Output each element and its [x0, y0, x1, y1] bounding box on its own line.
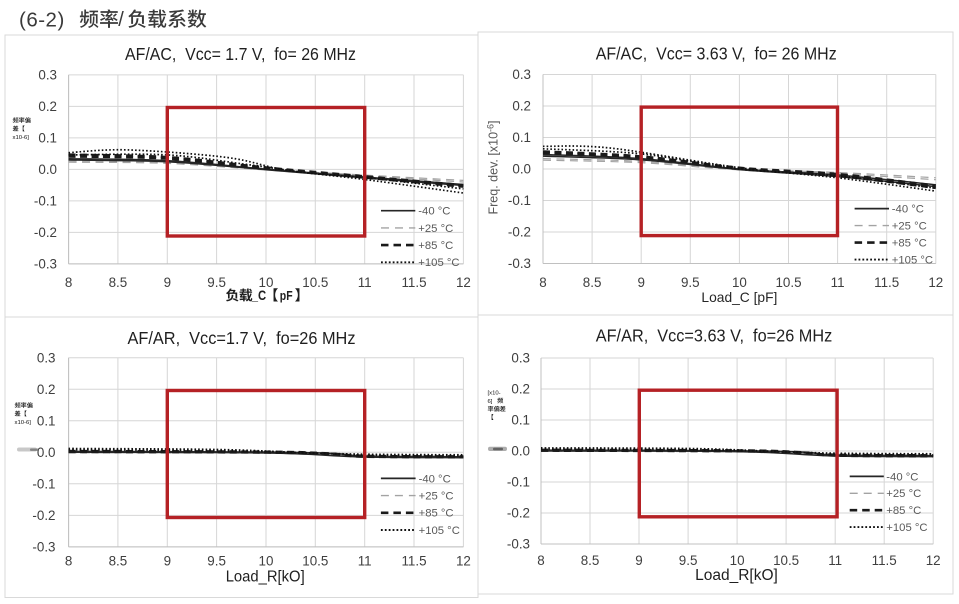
svg-text:-0.2: -0.2	[34, 225, 57, 240]
svg-text:-40 °C: -40 °C	[886, 471, 918, 483]
svg-text:-0.1: -0.1	[507, 475, 530, 490]
svg-text:+85 °C: +85 °C	[419, 508, 454, 520]
svg-text:-0.2: -0.2	[507, 506, 530, 521]
svg-text:0.0: 0.0	[511, 444, 530, 459]
svg-text:9.5: 9.5	[207, 275, 226, 290]
svg-text:x10-6]: x10-6]	[13, 135, 30, 141]
svg-text:0.3: 0.3	[38, 68, 57, 83]
svg-text:6]: 6]	[488, 399, 493, 405]
svg-text:-40 °C: -40 °C	[419, 473, 451, 485]
svg-text:11: 11	[358, 275, 372, 290]
svg-text:8: 8	[539, 275, 546, 290]
svg-text:-0.2: -0.2	[508, 225, 531, 240]
svg-text:10: 10	[732, 275, 747, 290]
svg-text:8.5: 8.5	[109, 275, 128, 290]
svg-text:-0.3: -0.3	[507, 537, 530, 552]
svg-text:0.1: 0.1	[37, 414, 56, 429]
svg-text:0.0: 0.0	[38, 162, 57, 177]
svg-text:-0.1: -0.1	[32, 477, 55, 492]
svg-text:+85 °C: +85 °C	[418, 240, 453, 252]
svg-text:9.5: 9.5	[207, 554, 226, 569]
svg-text:/: /	[118, 9, 124, 31]
svg-text:Load_C [pF]: Load_C [pF]	[701, 290, 777, 305]
svg-text:+25 °C: +25 °C	[892, 221, 927, 233]
svg-text:+85 °C: +85 °C	[892, 238, 927, 250]
svg-text:+105 °C: +105 °C	[886, 522, 927, 534]
svg-text:8.5: 8.5	[581, 553, 600, 568]
svg-text:10: 10	[259, 554, 274, 569]
svg-text:+85 °C: +85 °C	[886, 505, 921, 517]
svg-text:(6-2): (6-2)	[19, 8, 65, 31]
svg-text:+105 °C: +105 °C	[418, 257, 459, 269]
svg-text:Freq. dev. [x10-6]: Freq. dev. [x10-6]	[486, 121, 501, 215]
svg-text:AF/AR, Vcc=1.7 V, fo=26 MHz: AF/AR, Vcc=1.7 V, fo=26 MHz	[128, 328, 356, 348]
svg-text:10.5: 10.5	[302, 554, 328, 569]
svg-text:-0.3: -0.3	[508, 256, 531, 271]
svg-text:0.0: 0.0	[37, 445, 56, 460]
svg-text:0.3: 0.3	[37, 350, 56, 365]
svg-text:11.5: 11.5	[401, 275, 426, 290]
svg-text:0.0: 0.0	[512, 162, 531, 177]
svg-text:9.5: 9.5	[681, 275, 700, 290]
svg-text:9: 9	[164, 554, 171, 569]
svg-text:10: 10	[259, 275, 274, 290]
svg-text:8: 8	[65, 275, 72, 290]
svg-text:10.5: 10.5	[773, 553, 799, 568]
svg-text:-0.1: -0.1	[508, 193, 531, 208]
svg-text:-0.3: -0.3	[34, 257, 57, 272]
svg-text:AF/AC, Vcc= 1.7 V, fo= 26 MH: AF/AC, Vcc= 1.7 V, fo= 26 MHz	[125, 44, 356, 64]
svg-text:11: 11	[828, 553, 842, 568]
svg-text:12: 12	[456, 275, 471, 290]
svg-text:9: 9	[635, 553, 642, 568]
svg-text:12: 12	[456, 554, 471, 569]
svg-text:11.5: 11.5	[874, 275, 899, 290]
svg-text:+25 °C: +25 °C	[886, 488, 921, 500]
svg-text:0.3: 0.3	[511, 351, 530, 366]
svg-text:+105 °C: +105 °C	[892, 255, 933, 267]
svg-text:8.5: 8.5	[109, 554, 128, 569]
svg-text:8: 8	[65, 554, 72, 569]
svg-text:0.2: 0.2	[38, 99, 57, 114]
svg-text:[x10-: [x10-	[488, 391, 501, 397]
svg-text:0.2: 0.2	[512, 99, 531, 114]
svg-text:-0.2: -0.2	[32, 508, 55, 523]
svg-text:0.1: 0.1	[511, 413, 530, 428]
svg-text:+105 °C: +105 °C	[419, 525, 460, 537]
svg-text:+25 °C: +25 °C	[419, 491, 454, 503]
svg-text:AF/AR, Vcc=3.63 V, fo=26 MHz: AF/AR, Vcc=3.63 V, fo=26 MHz	[596, 326, 833, 346]
svg-text:11: 11	[358, 554, 372, 569]
svg-text:10.5: 10.5	[302, 275, 328, 290]
svg-text:8.5: 8.5	[583, 275, 602, 290]
svg-text:x10-6]: x10-6]	[15, 420, 32, 426]
svg-text:11: 11	[831, 275, 845, 290]
svg-text:AF/AC, Vcc= 3.63 V, fo= 26 M: AF/AC, Vcc= 3.63 V, fo= 26 MHz	[596, 44, 837, 64]
svg-text:11.5: 11.5	[401, 554, 426, 569]
svg-text:0.2: 0.2	[37, 382, 56, 397]
svg-text:11.5: 11.5	[872, 553, 897, 568]
svg-text:12: 12	[926, 553, 941, 568]
svg-text:10: 10	[730, 553, 745, 568]
svg-text:9: 9	[164, 275, 171, 290]
svg-text:-0.1: -0.1	[34, 194, 57, 209]
svg-text:_C: _C	[251, 288, 267, 303]
svg-text:-40 °C: -40 °C	[892, 204, 924, 216]
svg-text:-40 °C: -40 °C	[418, 206, 450, 218]
svg-text:0.1: 0.1	[512, 130, 531, 145]
svg-text:Load_R[kO]: Load_R[kO]	[695, 567, 778, 584]
svg-text:-0.3: -0.3	[32, 540, 55, 555]
svg-text:+25 °C: +25 °C	[418, 223, 453, 235]
svg-text:10.5: 10.5	[775, 275, 801, 290]
svg-text:0.2: 0.2	[511, 382, 530, 397]
svg-text:0.3: 0.3	[512, 67, 531, 82]
svg-text:12: 12	[928, 275, 943, 290]
svg-text:0.1: 0.1	[38, 131, 57, 146]
svg-text:9: 9	[637, 275, 644, 290]
svg-text:8: 8	[537, 553, 544, 568]
svg-text:Load_R[kO]: Load_R[kO]	[226, 569, 305, 586]
svg-text:9.5: 9.5	[679, 553, 698, 568]
svg-text:pF: pF	[280, 288, 293, 303]
